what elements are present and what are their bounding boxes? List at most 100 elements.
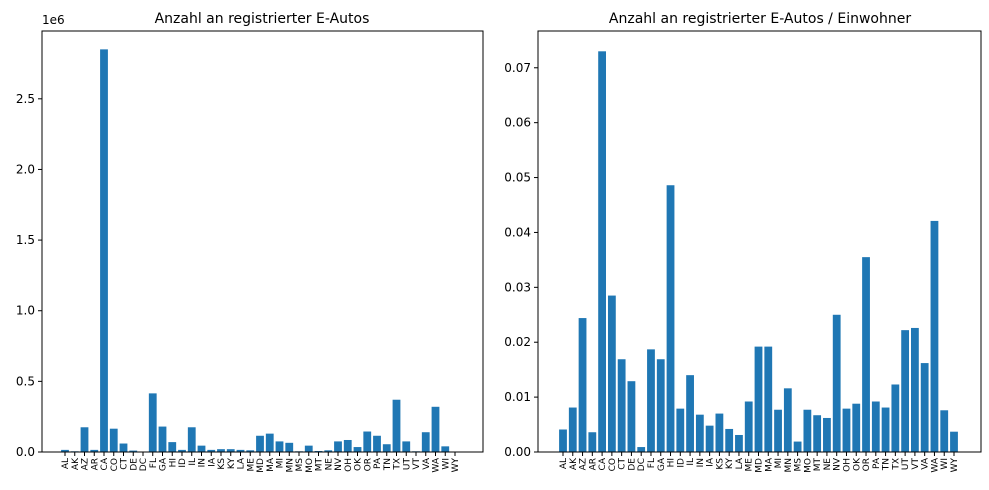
- y-axis-left: 0.0 0.5 1.0 1.5 2.0 2.5: [16, 92, 42, 459]
- x-tick-label: VA: [921, 457, 931, 470]
- x-tick-label: GA: [657, 457, 667, 471]
- y-tick-label: 0.05: [504, 171, 531, 185]
- x-tick-label: WI: [441, 458, 451, 470]
- x-tick-label: AL: [61, 458, 71, 469]
- x-axis-left: AL AK AZ AR CA CO CT DE DC FL GA HI ID IL IN IA KS KY LA ME…: [61, 452, 461, 473]
- bar-tn: [382, 444, 391, 452]
- bar-tx: [891, 384, 900, 452]
- x-tick-label: FL: [149, 458, 159, 468]
- bar-ia: [207, 449, 216, 452]
- bar-ks: [217, 449, 225, 452]
- bar-ky: [226, 449, 235, 452]
- bar-ne: [823, 417, 831, 452]
- y-tick-label: 0.0: [16, 445, 35, 459]
- x-tick-label: ME: [745, 458, 755, 472]
- chart-panel-right: Anzahl an registrierter E-Autos / Einwoh…: [504, 11, 982, 473]
- x-tick-label: TX: [393, 458, 403, 471]
- x-tick-label: WA: [930, 457, 940, 472]
- bar-mi: [275, 441, 284, 452]
- y-tick-label: 2.5: [16, 92, 35, 106]
- x-tick-label: WY: [451, 458, 461, 473]
- x-tick-label: LA: [735, 457, 745, 469]
- x-tick-label: NV: [833, 457, 843, 471]
- bar-fl: [148, 393, 157, 452]
- x-tick-label: CO: [608, 458, 618, 471]
- x-tick-label: WA: [432, 457, 442, 472]
- bar-mi: [774, 409, 782, 452]
- x-tick-label: IL: [188, 458, 198, 466]
- y-tick-label: 0.5: [16, 374, 35, 388]
- bar-ma: [265, 433, 274, 452]
- x-tick-label: AZ: [81, 458, 91, 470]
- bar-co: [109, 428, 118, 452]
- x-tick-label: MA: [764, 457, 774, 472]
- x-tick-label: MS: [794, 458, 804, 472]
- bar-fl: [647, 349, 655, 452]
- bar-va: [421, 432, 430, 452]
- x-tick-label: KY: [725, 458, 735, 470]
- y-axis-right: 0.00 0.01 0.02 0.03 0.04 0.05 0.06 0.07: [504, 61, 538, 459]
- y-tick-label: 0.07: [504, 61, 531, 75]
- x-tick-label: ID: [676, 458, 686, 468]
- x-tick-label: AL: [559, 458, 569, 469]
- y-tick-label: 0.00: [504, 445, 531, 459]
- bar-mo: [803, 409, 812, 452]
- x-tick-label: IA: [207, 457, 217, 467]
- bar-wy: [950, 431, 958, 452]
- x-tick-label: HI: [667, 458, 677, 467]
- y-tick-label: 0.02: [504, 335, 531, 349]
- x-tick-label: VT: [412, 457, 422, 469]
- bar-ct: [119, 443, 128, 452]
- bar-ky: [725, 428, 734, 452]
- bar-la: [236, 449, 245, 452]
- bar-ks: [715, 413, 724, 452]
- x-tick-label: MO: [305, 458, 315, 473]
- x-tick-label: CT: [618, 458, 628, 470]
- bar-md: [754, 346, 763, 452]
- x-tick-label: CA: [598, 457, 608, 470]
- bar-ca: [598, 51, 606, 453]
- bar-wi: [940, 410, 949, 452]
- bar-md: [256, 435, 264, 452]
- x-tick-label: DE: [627, 458, 637, 471]
- bar-ga: [656, 359, 665, 452]
- bar-or: [862, 257, 870, 452]
- bar-id: [178, 449, 186, 452]
- bar-de: [627, 381, 636, 452]
- bar-il: [187, 427, 196, 452]
- y-tick-label: 1.0: [16, 304, 35, 318]
- bar-wa: [930, 220, 939, 452]
- x-tick-label: AR: [588, 458, 598, 470]
- x-tick-label: VT: [911, 457, 921, 469]
- bar-ma: [764, 346, 773, 452]
- bar-group-left: [61, 49, 459, 452]
- bar-la: [735, 434, 743, 452]
- x-tick-label: HI: [168, 458, 178, 467]
- x-tick-label: IN: [696, 458, 706, 467]
- x-tick-label: MD: [256, 458, 266, 473]
- x-tick-label: PA: [872, 457, 882, 469]
- plot-frame-right: [537, 30, 982, 453]
- bar-ut: [901, 330, 910, 452]
- bar-ak: [568, 407, 577, 452]
- x-tick-label: WI: [940, 458, 950, 470]
- bar-dc: [637, 447, 646, 452]
- bar-oh: [343, 439, 352, 452]
- bar-me: [744, 401, 753, 452]
- bar-tx: [392, 399, 401, 452]
- bar-in: [197, 445, 206, 452]
- x-tick-label: OK: [852, 457, 862, 471]
- x-tick-label: LA: [237, 457, 247, 469]
- x-tick-label: OK: [354, 457, 364, 471]
- x-tick-label: TN: [383, 458, 393, 471]
- bar-al: [61, 449, 69, 452]
- x-tick-label: OH: [842, 458, 852, 472]
- x-tick-label: CO: [110, 458, 120, 471]
- x-tick-label: UT: [402, 458, 412, 471]
- bar-mo: [304, 445, 313, 452]
- x-tick-label: ID: [178, 458, 188, 468]
- bar-ut: [402, 441, 411, 452]
- x-tick-label: ME: [246, 458, 256, 472]
- x-tick-label: AR: [90, 458, 100, 470]
- x-tick-label: DE: [129, 458, 139, 471]
